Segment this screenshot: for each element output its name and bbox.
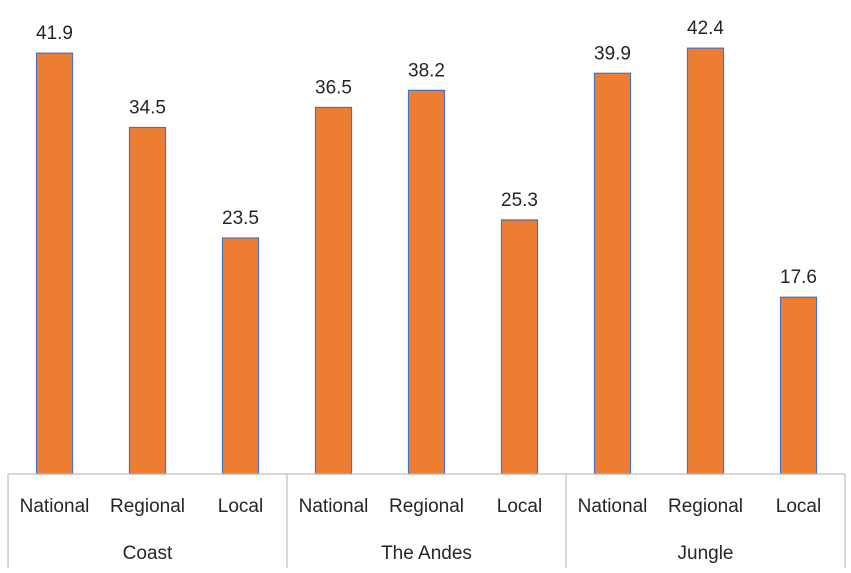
bar-coast-regional [128, 126, 167, 475]
tick-label-jungle-regional: Regional [668, 496, 743, 517]
data-label-coast-local: 23.5 [222, 208, 259, 229]
tick-label-coast-national: National [20, 496, 90, 517]
bar-jungle-regional [686, 47, 725, 475]
bars-layer [35, 47, 818, 475]
value-labels-layer: 41.9 34.5 23.5 36.5 38.2 25.3 39.9 42.4 17.6 [36, 18, 817, 288]
tick-label-jungle-national: National [578, 496, 648, 517]
group-label-the-andes: The Andes [381, 543, 472, 564]
tick-label-the-andes-national: National [299, 496, 369, 517]
tick-label-jungle-local: Local [776, 496, 821, 517]
data-label-the-andes-national: 36.5 [315, 77, 352, 98]
bar-coast-national [35, 52, 74, 475]
tick-label-the-andes-local: Local [497, 496, 542, 517]
bar-the-andes-local [500, 219, 539, 475]
category-axis [7, 473, 846, 568]
tick-label-the-andes-regional: Regional [389, 496, 464, 517]
category-tick-labels: National Regional Local National Regional Loc… [20, 496, 822, 517]
bar-jungle-national [593, 72, 632, 475]
tick-label-coast-local: Local [218, 496, 263, 517]
data-label-jungle-regional: 42.4 [687, 18, 724, 39]
group-label-coast: Coast [123, 543, 173, 564]
data-label-jungle-local: 17.6 [780, 267, 817, 288]
group-label-jungle: Jungle [678, 543, 734, 564]
group-labels: Coast The Andes Jungle [123, 543, 734, 564]
tick-label-coast-regional: Regional [110, 496, 185, 517]
data-label-the-andes-regional: 38.2 [408, 60, 445, 81]
bar-the-andes-regional [407, 89, 446, 475]
bar-the-andes-national [314, 106, 353, 475]
data-label-coast-regional: 34.5 [129, 98, 166, 119]
data-label-jungle-national: 39.9 [594, 43, 631, 64]
data-label-coast-national: 41.9 [36, 23, 73, 44]
data-label-the-andes-local: 25.3 [501, 190, 538, 211]
bar-jungle-local [779, 296, 818, 475]
bar-coast-local [221, 237, 260, 475]
